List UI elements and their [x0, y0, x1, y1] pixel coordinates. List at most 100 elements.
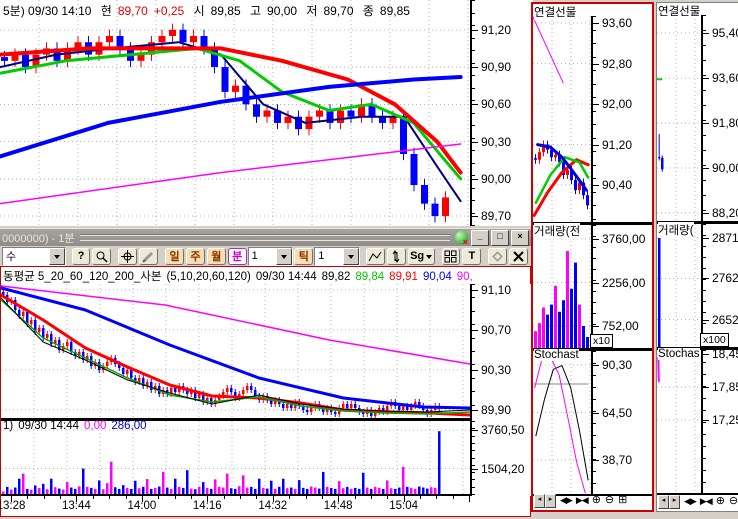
scroll-right-button[interactable]: ▸ — [669, 494, 680, 509]
scroll-right-button[interactable]: ▸ — [545, 493, 556, 508]
period-week-button[interactable]: 주 — [185, 247, 205, 265]
futures-panel-2: 연결선물 거래량( Stochas 95,40 93,60 91,80 90,00 88… — [656, 2, 738, 512]
futures-price-chart-1[interactable] — [533, 16, 591, 222]
zoom-in-button[interactable]: ⊕ — [715, 495, 725, 507]
axis-major-tick — [703, 353, 709, 355]
axis-minor-tick — [472, 450, 475, 452]
axis-minor-tick — [472, 364, 475, 366]
axis-tick-label: 2762, — [712, 271, 738, 286]
period-tick-button[interactable]: 틱 — [294, 247, 314, 265]
help-button[interactable]: ? — [71, 247, 91, 265]
chevron-down-icon[interactable] — [276, 247, 293, 265]
axis-major-tick — [593, 239, 599, 241]
line-style-button[interactable] — [365, 247, 385, 265]
order-type-combo[interactable]: 수 — [2, 246, 66, 266]
axis-major-tick — [472, 29, 478, 31]
one-min-price-chart[interactable] — [1, 284, 470, 418]
axis-minor-tick — [703, 398, 706, 399]
time-axis-tick — [43, 496, 45, 499]
axis-tick-label: 38,70 — [602, 453, 633, 468]
axis-minor-tick — [472, 25, 475, 26]
one-min-window-titlebar[interactable]: 0000000) - 1분 _ □ × — [0, 228, 531, 247]
minute-count-combo[interactable]: 1 — [247, 246, 294, 266]
chevron-down-icon[interactable] — [342, 247, 359, 265]
axis-minor-tick — [472, 212, 475, 214]
updown-arrows-button[interactable] — [386, 247, 406, 265]
zoom-button[interactable] — [92, 247, 112, 265]
futures-volume-chart-2[interactable] — [657, 224, 701, 347]
axis-minor-tick — [703, 30, 706, 31]
time-axis-tick — [174, 496, 176, 499]
chart-baseline — [657, 493, 738, 495]
time-axis-tick — [452, 496, 454, 499]
axis-minor-tick — [593, 29, 596, 31]
ma-value: 89,91 — [389, 271, 418, 283]
axis-minor-tick — [472, 12, 475, 14]
axis-minor-tick — [703, 120, 706, 121]
grid-layout-button[interactable] — [441, 247, 461, 265]
signal-button[interactable]: Sg — [407, 247, 435, 265]
axis-minor-tick — [703, 386, 706, 387]
time-axis-tick — [141, 496, 143, 502]
time-axis-tick — [223, 496, 225, 499]
scroll-left-button[interactable]: ◂ — [658, 494, 669, 509]
axis-tick-label: 3760,00 — [602, 232, 646, 247]
collapse-range-button[interactable]: ▶◀ — [699, 496, 713, 506]
chart-toolbar: 수 ? 일 주 월 분 1 틱 1 Sg T — [0, 246, 531, 266]
fit-window-button[interactable]: ⊞ — [618, 494, 628, 506]
stochastic-chart-2[interactable] — [657, 350, 701, 493]
axis-minor-tick — [472, 62, 475, 64]
axis-major-tick — [703, 319, 709, 321]
period-day-button[interactable]: 일 — [165, 247, 184, 265]
current-label: 현 — [100, 4, 112, 18]
crosshair-button[interactable] — [118, 247, 138, 265]
volume-info-row: 1) 09/30 14:44 0,00 286,00 — [3, 420, 152, 432]
axis-major-tick — [593, 412, 599, 414]
vol-value-2: 286,00 — [111, 420, 147, 432]
axis-minor-tick — [593, 43, 596, 44]
eraser-button[interactable] — [488, 247, 508, 265]
period-month-button[interactable]: 월 — [206, 247, 226, 265]
five-min-chart[interactable] — [0, 0, 470, 226]
window-edge — [0, 226, 531, 228]
chevron-down-icon[interactable] — [48, 247, 65, 265]
axis-major-tick — [593, 185, 599, 187]
axis-minor-tick — [472, 404, 475, 406]
close-tool-button[interactable] — [509, 247, 529, 265]
axis-minor-tick — [593, 269, 596, 270]
futures-price-chart-2[interactable] — [657, 15, 701, 221]
expand-range-button[interactable]: ◀▶ — [560, 495, 573, 505]
collapse-range-button[interactable]: ▶◀ — [575, 495, 589, 505]
chart-section-divider[interactable] — [1, 418, 470, 421]
axis-major-tick — [472, 430, 478, 432]
axis-minor-tick — [472, 187, 475, 189]
draw-pencil-button[interactable] — [139, 247, 159, 265]
axis-minor-tick — [703, 235, 706, 236]
period-minute-button[interactable]: 분 — [227, 247, 247, 265]
maximize-button[interactable]: □ — [491, 229, 509, 246]
chart-timeframe-datetime: 5분) 09/30 14:10 — [3, 4, 92, 18]
ma-value: 90, — [456, 271, 473, 283]
expand-range-button[interactable]: ◀▶ — [684, 496, 697, 506]
stochastic-chart-1[interactable] — [533, 351, 591, 494]
one-min-volume-chart[interactable] — [1, 421, 470, 494]
link-status-icon[interactable] — [455, 231, 468, 247]
close-button[interactable]: × — [511, 229, 529, 246]
panel-nav-bar: ◂ ▸ ◀▶ ▶◀ ⊕ ⊖ ⊞ — [534, 493, 627, 508]
minimize-button[interactable]: _ — [471, 229, 489, 246]
zoom-out-button[interactable]: ⊖ — [604, 494, 615, 506]
tick-count-combo[interactable]: 1 — [314, 246, 360, 266]
axis-minor-tick — [703, 105, 706, 106]
zoom-in-button[interactable]: ⊕ — [591, 494, 601, 506]
axis-minor-tick — [593, 205, 596, 206]
time-axis-tick — [125, 496, 127, 499]
text-tool-button[interactable]: T — [462, 247, 482, 265]
futures-volume-chart-1[interactable] — [533, 225, 591, 348]
zoom-out-button[interactable]: ⊖ — [728, 495, 738, 507]
axis-minor-tick — [472, 472, 475, 474]
scroll-left-button[interactable]: ◂ — [534, 493, 545, 508]
axis-major-tick — [703, 386, 709, 388]
axis-major-tick — [472, 290, 478, 291]
time-axis-tick — [92, 496, 94, 499]
